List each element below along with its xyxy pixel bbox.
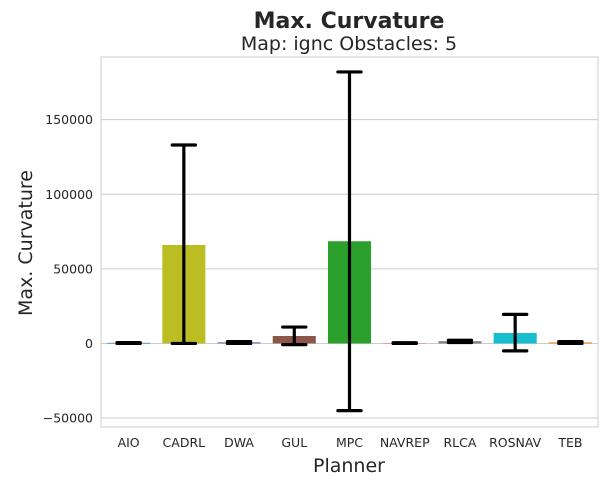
y-tick-label: 0 bbox=[85, 336, 93, 351]
x-tick-label: NAVREP bbox=[380, 435, 430, 450]
y-tick-label: 150000 bbox=[45, 112, 93, 127]
error-bar-navrep bbox=[391, 341, 418, 346]
error-bars bbox=[115, 70, 584, 413]
error-bar-mpc bbox=[336, 70, 363, 413]
y-tick-label: 50000 bbox=[53, 261, 93, 276]
error-bar-rosnav bbox=[501, 312, 529, 353]
x-axis-ticks: AIO CADRL DWA GUL MPC NAVREP RLCA ROSNAV TEB bbox=[118, 435, 583, 450]
x-tick-label: RLCA bbox=[443, 435, 476, 450]
y-axis-label: Max. Curvature bbox=[15, 170, 37, 316]
chart-subtitle: Map: ignc Obstacles: 5 bbox=[241, 33, 457, 55]
y-tick-label: −50000 bbox=[43, 411, 93, 426]
error-bar-teb bbox=[557, 340, 584, 346]
x-tick-label: MPC bbox=[336, 435, 363, 450]
x-tick-label: TEB bbox=[557, 435, 582, 450]
y-tick-label: 100000 bbox=[45, 187, 93, 202]
error-bar-aio bbox=[115, 340, 142, 346]
error-bar-rlca bbox=[446, 338, 474, 345]
x-tick-label: ROSNAV bbox=[489, 435, 542, 450]
error-bar-cadrl bbox=[170, 143, 198, 346]
x-tick-label: AIO bbox=[118, 435, 140, 450]
chart-title: Max. Curvature bbox=[254, 9, 445, 34]
error-bar-dwa bbox=[225, 340, 253, 346]
x-tick-label: CADRL bbox=[163, 435, 206, 450]
y-axis-ticks: −50000 0 50000 100000 150000 bbox=[43, 112, 93, 425]
x-tick-label: GUL bbox=[281, 435, 307, 450]
x-tick-label: DWA bbox=[224, 435, 254, 450]
x-axis-label: Planner bbox=[313, 455, 385, 477]
plot-frame bbox=[100, 56, 599, 428]
error-bar-gul bbox=[281, 325, 308, 347]
